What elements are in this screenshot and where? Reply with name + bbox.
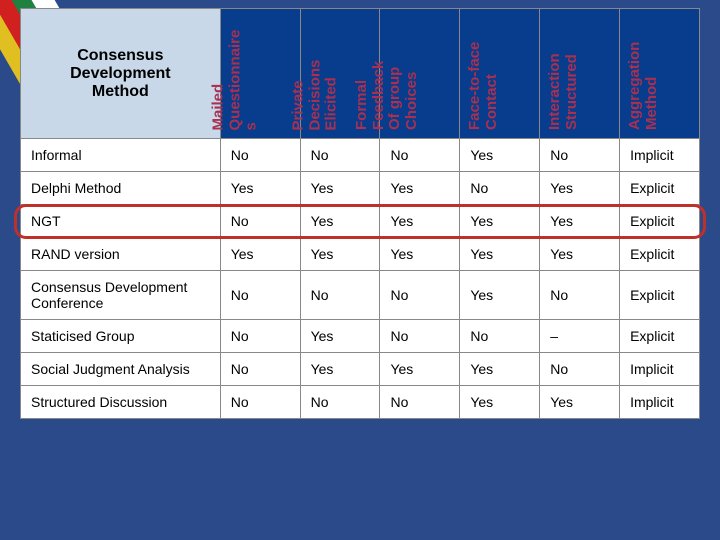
value-cell: Yes xyxy=(300,172,380,205)
table-title-cell: Consensus Development Method xyxy=(21,9,221,139)
value-cell: Yes xyxy=(460,386,540,419)
value-cell: Yes xyxy=(300,238,380,271)
value-cell: No xyxy=(220,386,300,419)
table-body: InformalNoNoNoYesNoImplicitDelphi Method… xyxy=(21,139,700,419)
method-cell: NGT xyxy=(21,205,221,238)
value-cell: Yes xyxy=(460,353,540,386)
col-header-0: Mailed Questionnaire s xyxy=(220,9,300,139)
value-cell: Yes xyxy=(540,386,620,419)
table-row: NGTNoYesYesYesYesExplicit xyxy=(21,205,700,238)
value-cell: Yes xyxy=(460,271,540,320)
value-cell: – xyxy=(540,320,620,353)
method-cell: RAND version xyxy=(21,238,221,271)
method-cell: Staticised Group xyxy=(21,320,221,353)
value-cell: Yes xyxy=(380,353,460,386)
value-cell: Yes xyxy=(460,139,540,172)
value-cell: Yes xyxy=(300,353,380,386)
value-cell: No xyxy=(300,139,380,172)
value-cell: Yes xyxy=(300,205,380,238)
value-cell: Explicit xyxy=(620,205,700,238)
value-cell: Yes xyxy=(220,238,300,271)
value-cell: Implicit xyxy=(620,353,700,386)
value-cell: No xyxy=(220,205,300,238)
value-cell: Explicit xyxy=(620,271,700,320)
value-cell: Yes xyxy=(380,172,460,205)
value-cell: No xyxy=(460,172,540,205)
col-header-5: Aggregation Method xyxy=(620,9,700,139)
value-cell: Yes xyxy=(540,238,620,271)
value-cell: No xyxy=(380,386,460,419)
value-cell: Explicit xyxy=(620,238,700,271)
value-cell: No xyxy=(460,320,540,353)
value-cell: No xyxy=(220,320,300,353)
value-cell: Yes xyxy=(460,205,540,238)
method-cell: Consensus Development Conference xyxy=(21,271,221,320)
value-cell: No xyxy=(220,353,300,386)
value-cell: Yes xyxy=(380,205,460,238)
value-cell: Yes xyxy=(220,172,300,205)
consensus-methods-table: Consensus Development Method Mailed Ques… xyxy=(20,8,700,419)
table-row: RAND versionYesYesYesYesYesExplicit xyxy=(21,238,700,271)
value-cell: Yes xyxy=(460,238,540,271)
method-cell: Delphi Method xyxy=(21,172,221,205)
value-cell: No xyxy=(300,271,380,320)
value-cell: Implicit xyxy=(620,386,700,419)
value-cell: No xyxy=(380,320,460,353)
method-cell: Social Judgment Analysis xyxy=(21,353,221,386)
value-cell: No xyxy=(300,386,380,419)
table-row: Structured DiscussionNoNoNoYesYesImplici… xyxy=(21,386,700,419)
value-cell: Yes xyxy=(300,320,380,353)
table-row: InformalNoNoNoYesNoImplicit xyxy=(21,139,700,172)
table-row: Staticised GroupNoYesNoNo–Explicit xyxy=(21,320,700,353)
value-cell: Implicit xyxy=(620,139,700,172)
value-cell: Explicit xyxy=(620,172,700,205)
table-title: Consensus Development Method xyxy=(29,47,212,101)
value-cell: Yes xyxy=(540,205,620,238)
table-row: Social Judgment AnalysisNoYesYesYesNoImp… xyxy=(21,353,700,386)
col-header-2: Formal Feedback Of group Choices xyxy=(380,9,460,139)
value-cell: No xyxy=(220,139,300,172)
table-row: Consensus Development ConferenceNoNoNoYe… xyxy=(21,271,700,320)
table-row: Delphi MethodYesYesYesNoYesExplicit xyxy=(21,172,700,205)
value-cell: No xyxy=(540,271,620,320)
value-cell: No xyxy=(380,271,460,320)
value-cell: No xyxy=(220,271,300,320)
col-header-4: Interaction Structured xyxy=(540,9,620,139)
col-header-3: Face-to-face Contact xyxy=(460,9,540,139)
value-cell: No xyxy=(380,139,460,172)
value-cell: No xyxy=(540,353,620,386)
method-cell: Informal xyxy=(21,139,221,172)
value-cell: Explicit xyxy=(620,320,700,353)
value-cell: Yes xyxy=(540,172,620,205)
comparison-table-container: Consensus Development Method Mailed Ques… xyxy=(20,8,700,419)
value-cell: No xyxy=(540,139,620,172)
method-cell: Structured Discussion xyxy=(21,386,221,419)
header-row: Consensus Development Method Mailed Ques… xyxy=(21,9,700,139)
value-cell: Yes xyxy=(380,238,460,271)
